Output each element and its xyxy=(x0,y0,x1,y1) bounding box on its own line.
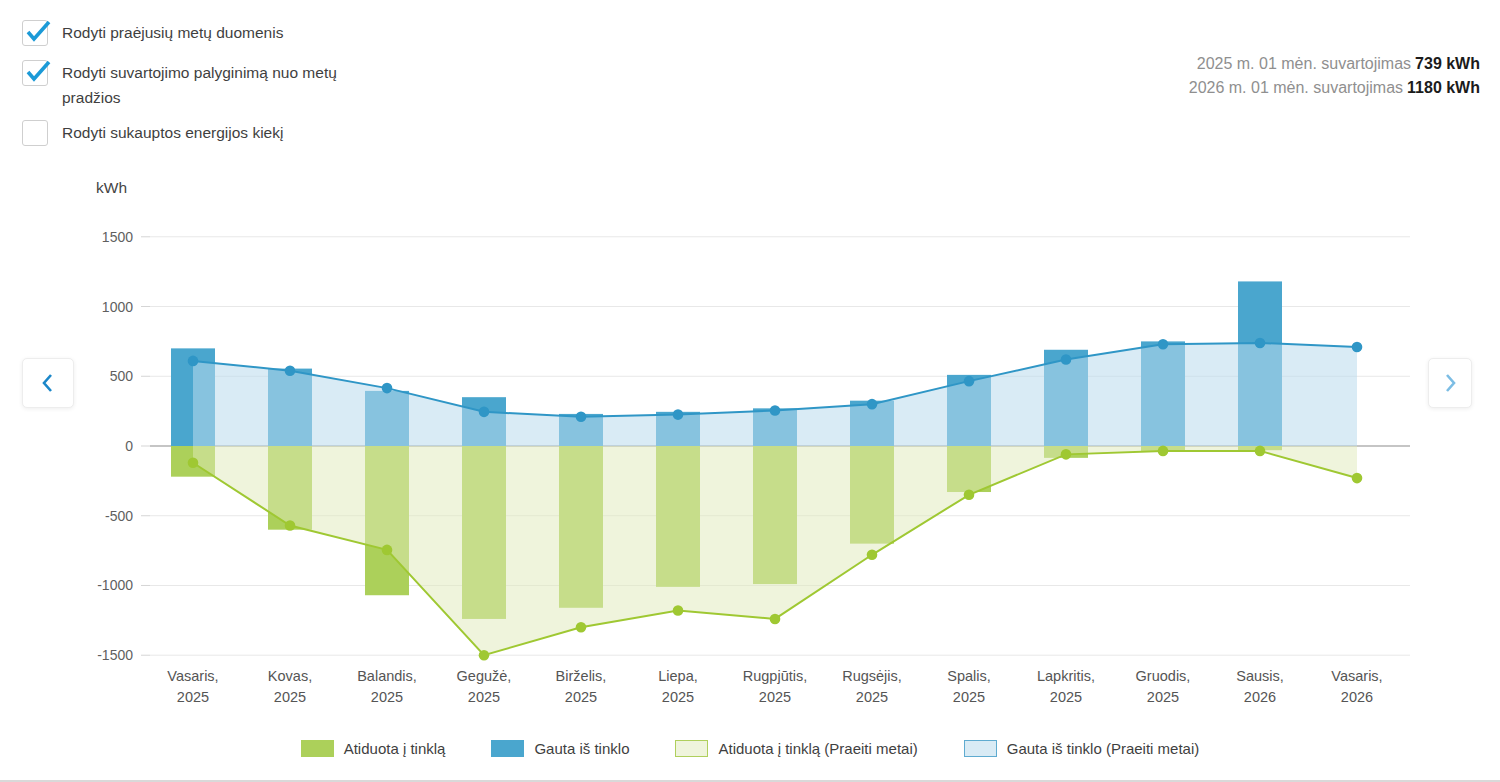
summary-line-2025: 2025 m. 01 mėn. suvartojimas739 kWh xyxy=(1189,52,1480,76)
line-marker[interactable] xyxy=(188,457,199,468)
line-marker[interactable] xyxy=(479,407,490,418)
svg-text:500: 500 xyxy=(110,368,134,384)
summary-value: 739 kWh xyxy=(1415,55,1480,72)
line-marker[interactable] xyxy=(576,411,587,422)
category-label: Lapkritis,2025 xyxy=(1037,668,1095,705)
category-label: Birželis,2025 xyxy=(556,668,607,705)
line-marker[interactable] xyxy=(285,365,296,376)
checkbox-label: Rodyti suvartojimo palyginimą nuo metų p… xyxy=(62,60,392,110)
consumption-chart: kWh 1500 1000 500 0 -500 -1000 -1500 Vasaris,202… xyxy=(0,0,1500,782)
line-marker[interactable] xyxy=(673,409,684,420)
checkbox-accumulated[interactable] xyxy=(22,120,48,146)
line-marker[interactable] xyxy=(1158,446,1169,457)
chart-legend: Atiduota į tinklą Gauta iš tinklo Atiduo… xyxy=(0,740,1500,757)
prev-period-button[interactable] xyxy=(22,358,74,408)
category-label: Sausis,2026 xyxy=(1236,668,1284,705)
legend-label: Gauta iš tinklo (Praeiti metai) xyxy=(1007,740,1200,757)
checkbox-row-accumulated: Rodyti sukauptos energijos kiekį xyxy=(22,120,283,146)
line-marker[interactable] xyxy=(1352,342,1363,353)
checkbox-previous-years[interactable] xyxy=(22,20,48,46)
legend-label: Atiduota į tinklą xyxy=(344,740,446,757)
line-marker[interactable] xyxy=(770,614,781,625)
line-marker[interactable] xyxy=(1061,449,1072,460)
checkmark-icon xyxy=(24,17,52,45)
chevron-right-icon xyxy=(1441,372,1459,394)
checkbox-comparison[interactable] xyxy=(22,60,48,86)
line-marker[interactable] xyxy=(382,383,393,394)
legend-swatch-blue-icon xyxy=(491,740,524,757)
checkbox-row-comparison: Rodyti suvartojimo palyginimą nuo metų p… xyxy=(22,60,392,110)
summary-line-2026: 2026 m. 01 mėn. suvartojimas1180 kWh xyxy=(1189,76,1480,100)
checkbox-row-previous-years: Rodyti praėjusių metų duomenis xyxy=(22,20,283,46)
svg-text:-500: -500 xyxy=(105,508,133,524)
line-marker[interactable] xyxy=(867,399,878,410)
category-label: Balandis,2025 xyxy=(357,668,417,705)
consumption-summary: 2025 m. 01 mėn. suvartojimas739 kWh 2026… xyxy=(1189,52,1480,99)
svg-text:-1500: -1500 xyxy=(97,647,133,663)
legend-item-given-previous-years[interactable]: Atiduota į tinklą (Praeiti metai) xyxy=(675,740,917,757)
line-marker[interactable] xyxy=(285,520,296,531)
svg-text:1000: 1000 xyxy=(102,299,133,315)
line-marker[interactable] xyxy=(964,490,975,501)
line-marker[interactable] xyxy=(964,376,975,387)
svg-text:-1000: -1000 xyxy=(97,577,133,593)
category-label: Vasaris,2026 xyxy=(1331,668,1382,705)
category-label: Vasaris,2025 xyxy=(167,668,218,705)
line-marker[interactable] xyxy=(1158,339,1169,350)
line-marker[interactable] xyxy=(1352,473,1363,484)
line-marker[interactable] xyxy=(479,650,490,661)
checkbox-label: Rodyti praėjusių metų duomenis xyxy=(62,20,283,45)
chevron-left-icon xyxy=(39,372,57,394)
energy-dashboard: { "checkboxes": [ {"label": "Rodyti praė… xyxy=(0,0,1500,782)
category-label: Rugsėjis,2025 xyxy=(842,668,902,705)
line-marker[interactable] xyxy=(1255,338,1266,349)
line-marker[interactable] xyxy=(382,545,393,556)
line-marker[interactable] xyxy=(188,356,199,367)
category-label: Rugpjūtis,2025 xyxy=(743,668,807,705)
line-marker[interactable] xyxy=(576,622,587,633)
category-label: Gegužė,2025 xyxy=(457,668,512,705)
line-marker[interactable] xyxy=(770,405,781,416)
category-label: Spalis,2025 xyxy=(947,668,991,705)
legend-label: Gauta iš tinklo xyxy=(534,740,629,757)
line-marker[interactable] xyxy=(673,605,684,616)
legend-item-received-from-grid[interactable]: Gauta iš tinklo xyxy=(491,740,629,757)
category-label: Liepa,2025 xyxy=(658,668,698,705)
legend-item-given-to-grid[interactable]: Atiduota į tinklą xyxy=(301,740,446,757)
checkbox-label: Rodyti sukauptos energijos kiekį xyxy=(62,120,283,145)
line-marker[interactable] xyxy=(867,549,878,560)
category-label: Gruodis,2025 xyxy=(1136,668,1191,705)
svg-text:0: 0 xyxy=(125,438,133,454)
summary-value: 1180 kWh xyxy=(1407,79,1480,96)
legend-label: Atiduota į tinklą (Praeiti metai) xyxy=(718,740,917,757)
line-marker[interactable] xyxy=(1255,446,1266,457)
checkmark-icon xyxy=(24,57,52,85)
legend-item-received-previous-years[interactable]: Gauta iš tinklo (Praeiti metai) xyxy=(964,740,1200,757)
line-marker[interactable] xyxy=(1061,354,1072,365)
svg-text:kWh: kWh xyxy=(96,179,127,196)
legend-swatch-light-blue-icon xyxy=(964,740,997,757)
category-label: Kovas,2025 xyxy=(268,668,312,705)
legend-swatch-light-green-icon xyxy=(675,740,708,757)
legend-swatch-green-icon xyxy=(301,740,334,757)
svg-text:1500: 1500 xyxy=(102,229,133,245)
next-period-button[interactable] xyxy=(1428,358,1472,408)
